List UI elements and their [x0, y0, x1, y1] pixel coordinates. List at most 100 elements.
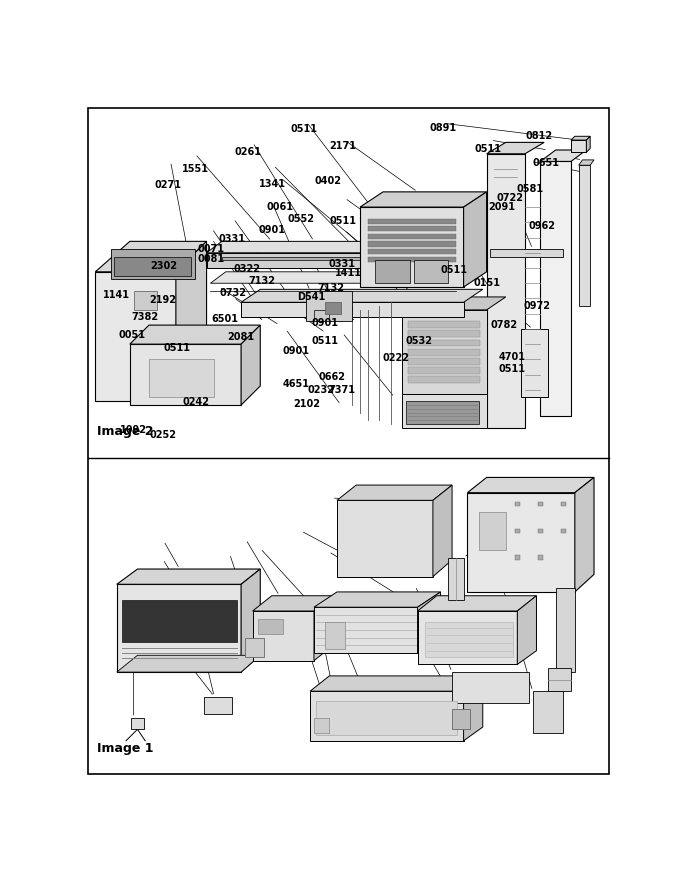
Polygon shape	[571, 136, 590, 140]
Text: 0901: 0901	[282, 346, 309, 356]
Text: 1551: 1551	[182, 163, 209, 174]
Polygon shape	[448, 558, 464, 600]
Text: Image 2: Image 2	[97, 424, 153, 437]
Polygon shape	[418, 592, 441, 653]
Polygon shape	[402, 394, 487, 428]
Polygon shape	[586, 136, 590, 152]
Text: 0511: 0511	[311, 336, 338, 347]
Text: 0331: 0331	[328, 259, 356, 269]
Text: 0722: 0722	[496, 193, 524, 203]
Polygon shape	[556, 588, 575, 672]
Polygon shape	[515, 502, 520, 506]
Text: 0511: 0511	[498, 364, 526, 374]
Polygon shape	[360, 207, 464, 287]
Text: 0271: 0271	[155, 181, 182, 190]
Text: 0151: 0151	[473, 278, 500, 288]
Text: 0511: 0511	[164, 343, 190, 353]
Text: 0061: 0061	[267, 202, 294, 212]
Polygon shape	[418, 611, 517, 664]
Text: 4701: 4701	[498, 352, 526, 361]
Polygon shape	[368, 218, 456, 223]
Polygon shape	[368, 257, 456, 262]
Polygon shape	[252, 595, 333, 611]
Text: 2091: 2091	[488, 202, 515, 212]
Polygon shape	[111, 249, 195, 279]
Polygon shape	[117, 569, 260, 584]
Polygon shape	[326, 302, 341, 313]
Polygon shape	[314, 608, 418, 653]
Text: 4651: 4651	[282, 380, 309, 389]
Polygon shape	[314, 592, 441, 608]
Polygon shape	[210, 272, 471, 283]
Polygon shape	[310, 691, 464, 741]
Polygon shape	[306, 291, 352, 321]
Polygon shape	[467, 492, 575, 592]
Polygon shape	[360, 192, 487, 207]
Text: 0662: 0662	[318, 372, 345, 382]
Polygon shape	[579, 160, 594, 165]
Text: 2081: 2081	[227, 332, 254, 341]
Polygon shape	[467, 478, 594, 492]
Text: 0261: 0261	[235, 147, 262, 157]
Text: 0331: 0331	[218, 234, 245, 244]
Polygon shape	[222, 257, 464, 260]
Polygon shape	[409, 358, 481, 365]
Text: 2302: 2302	[150, 261, 177, 272]
Polygon shape	[375, 260, 410, 283]
Polygon shape	[326, 622, 345, 650]
Polygon shape	[490, 249, 563, 257]
Polygon shape	[464, 192, 487, 287]
Polygon shape	[538, 555, 543, 560]
Polygon shape	[114, 257, 191, 276]
Polygon shape	[487, 154, 525, 428]
Polygon shape	[241, 569, 260, 672]
Polygon shape	[241, 289, 483, 302]
Polygon shape	[117, 584, 241, 672]
Polygon shape	[425, 622, 513, 656]
Polygon shape	[402, 310, 487, 394]
Polygon shape	[487, 142, 544, 154]
Text: Image 1: Image 1	[97, 742, 153, 755]
Polygon shape	[252, 611, 314, 661]
Text: 0402: 0402	[315, 176, 342, 187]
Polygon shape	[418, 595, 537, 611]
Polygon shape	[241, 302, 464, 318]
Polygon shape	[413, 260, 448, 283]
Polygon shape	[130, 325, 260, 344]
Text: 0651: 0651	[532, 157, 560, 168]
Polygon shape	[517, 595, 537, 664]
Text: 7132: 7132	[317, 283, 344, 293]
Polygon shape	[452, 709, 470, 729]
Polygon shape	[409, 331, 481, 337]
Text: 0812: 0812	[526, 131, 553, 141]
Text: 0901: 0901	[311, 319, 338, 328]
Text: 7382: 7382	[131, 312, 158, 321]
Text: 0532: 0532	[405, 336, 432, 347]
Text: 0962: 0962	[529, 221, 556, 230]
Text: 0511: 0511	[330, 216, 357, 226]
Polygon shape	[368, 249, 456, 254]
Polygon shape	[310, 676, 483, 691]
Polygon shape	[316, 701, 458, 735]
Polygon shape	[538, 528, 543, 533]
Polygon shape	[176, 241, 207, 397]
Polygon shape	[561, 528, 566, 533]
Polygon shape	[131, 718, 143, 729]
Text: 0581: 0581	[517, 184, 544, 194]
Polygon shape	[541, 162, 571, 416]
Text: 0322: 0322	[234, 265, 261, 274]
Text: 0901: 0901	[258, 225, 286, 236]
Text: 2102: 2102	[293, 399, 320, 409]
Polygon shape	[368, 241, 456, 247]
Polygon shape	[409, 340, 481, 347]
Polygon shape	[337, 485, 452, 500]
Polygon shape	[258, 619, 284, 634]
Polygon shape	[538, 502, 543, 506]
Text: 1411: 1411	[335, 268, 362, 278]
Polygon shape	[561, 502, 566, 506]
Text: 2192: 2192	[150, 295, 177, 305]
Polygon shape	[402, 297, 506, 310]
Text: 1092: 1092	[120, 425, 147, 435]
Polygon shape	[541, 150, 586, 162]
Polygon shape	[575, 478, 594, 592]
